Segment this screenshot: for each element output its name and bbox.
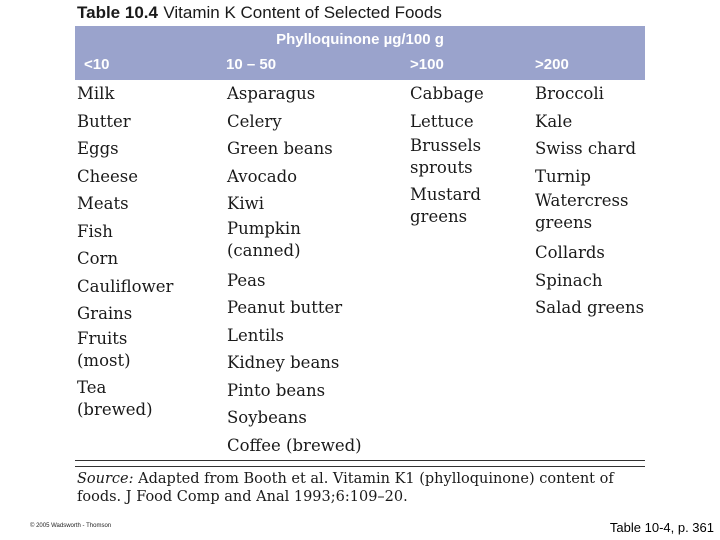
source-text: Adapted from Booth et al. Vitamin K1 (ph… <box>77 471 614 505</box>
table-cell: Celery <box>227 111 282 131</box>
source-note: Source: Adapted from Booth et al. Vitami… <box>77 470 647 506</box>
copyright-notice: © 2005 Wadsworth - Thomson <box>30 523 112 529</box>
header-super-label: Phylloquinone µg/100 g <box>276 31 444 48</box>
column-header-gt200: >200 <box>535 56 569 73</box>
table-cell: Grains <box>77 304 133 323</box>
table-cell: Pinto beans <box>227 380 326 400</box>
table-cell: Mustard greens <box>410 185 481 226</box>
column-gt100: Cabbage Lettuce Brussels sprouts Mustard gree… <box>410 80 484 233</box>
column-gt200: Broccoli Kale Swiss chard Turnip Watercress g… <box>535 80 644 322</box>
table-title-text: Vitamin K Content of Selected Foods <box>163 3 442 22</box>
table-cell: Green beans <box>227 139 333 158</box>
table-number: Table 10.4 <box>77 3 158 22</box>
table-cell: Soybeans <box>227 408 307 427</box>
table-cell: Coffee (brewed) <box>227 435 362 455</box>
table-cell: Watercress greens <box>535 191 629 232</box>
table-title: Table 10.4 Vitamin K Content of Selected… <box>77 3 442 23</box>
table-cell: Butter <box>77 111 131 131</box>
table-cell: Asparagus <box>227 84 316 103</box>
table-cell: Eggs <box>77 139 119 158</box>
table-cell: Tea (brewed) <box>77 377 153 419</box>
table-cell: Lettuce <box>410 111 474 131</box>
table-cell: Cheese <box>77 166 139 186</box>
table-cell: Cauliflower <box>77 276 174 296</box>
table-cell: Peas <box>227 270 266 290</box>
table-bottom-rule <box>75 460 645 461</box>
table-cell: Collards <box>535 243 605 262</box>
table-cell: Lentils <box>227 325 285 345</box>
table-cell: Turnip <box>535 166 591 186</box>
table-header: Phylloquinone µg/100 g <10 10 – 50 >100 … <box>75 26 645 80</box>
table-cell: Pumpkin (canned) <box>227 218 301 260</box>
slide-caption: Table 10-4, p. 361 <box>609 520 714 535</box>
table-cell: Corn <box>77 249 119 268</box>
column-header-gt100: >100 <box>410 56 444 73</box>
table-cell: Meats <box>77 194 129 213</box>
column-lt10: Milk Butter Eggs Cheese Meats Fish Corn Caulifl… <box>77 80 173 426</box>
table-cell: Kidney beans <box>227 353 340 372</box>
source-label: Source: <box>77 471 134 487</box>
column-10-50: Asparagus Celery Green beans Avocado Kiwi Pum… <box>227 80 362 459</box>
table-cell: Peanut butter <box>227 298 343 317</box>
table-cell: Kiwi <box>227 194 265 213</box>
table-cell: Fish <box>77 221 113 241</box>
table-cell: Spinach <box>535 270 603 290</box>
table-cell: Milk <box>77 84 115 103</box>
source-top-rule <box>75 466 645 467</box>
table-cell: Avocado <box>227 166 298 186</box>
column-header-10-50: 10 – 50 <box>226 56 277 73</box>
column-header-lt10: <10 <box>84 56 110 73</box>
table-cell: Salad greens <box>535 298 645 317</box>
table-cell: Fruits (most) <box>77 328 131 370</box>
table-cell: Cabbage <box>410 84 484 103</box>
table-cell: Swiss chard <box>535 139 637 158</box>
table-cell: Kale <box>535 111 573 131</box>
table-cell: Broccoli <box>535 84 604 103</box>
table-cell: Brussels sprouts <box>410 136 482 177</box>
